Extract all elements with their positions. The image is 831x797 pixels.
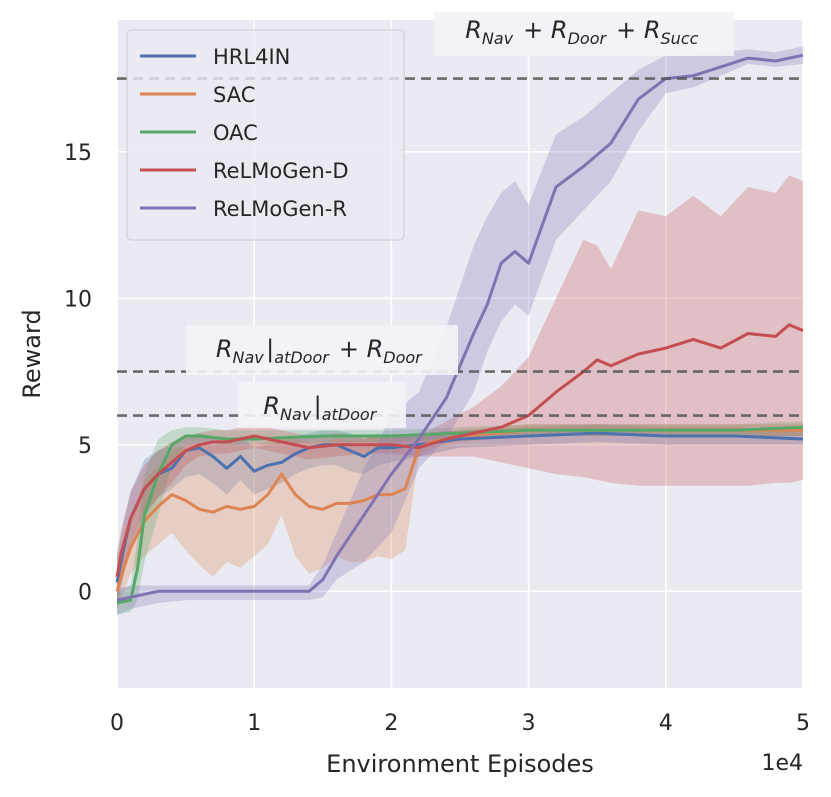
band-relmogen-d — [117, 175, 803, 601]
reference-annotations: RNav + RDoor + RSucc RNav |atDoor + RDoo… — [186, 12, 734, 428]
line-relmogen-d — [115, 323, 804, 577]
y-axis-label: Reward — [18, 309, 46, 398]
band-sac — [117, 424, 803, 609]
tick-labels: 0 1 2 3 4 5 0 5 10 15 — [64, 141, 810, 736]
annotation-atdoor: RNav |atDoor — [263, 392, 378, 424]
annotation-box-succ — [434, 12, 734, 56]
line-relmogen-r — [116, 53, 804, 602]
y-tick-label: 5 — [78, 434, 92, 459]
x-tick-label: 1 — [247, 711, 261, 736]
confidence-bands — [117, 46, 803, 615]
legend-label-relmogen-d: ReLMoGen-D — [213, 159, 349, 183]
legend-label-oac: OAC — [213, 121, 258, 145]
line-hrl4in — [115, 431, 804, 583]
x-axis-label: Environment Episodes — [326, 750, 594, 778]
band-hrl4in — [117, 424, 803, 609]
annotation-succ: RNav + RDoor + RSucc — [465, 16, 701, 48]
annotation-door: RNav |atDoor + RDoor — [216, 335, 424, 367]
x-tick-label: 3 — [522, 711, 536, 736]
band-oac — [117, 421, 803, 615]
y-tick-label: 10 — [64, 287, 92, 312]
x-tick-label: 5 — [796, 711, 810, 736]
legend-label-sac: SAC — [213, 83, 255, 107]
y-tick-label: 15 — [64, 141, 92, 166]
legend-label-hrl4in: HRL4IN — [213, 45, 290, 69]
y-tick-label: 0 — [78, 580, 92, 605]
band-relmogen-r — [117, 46, 803, 615]
legend: HRL4IN SAC OAC ReLMoGen-D ReLMoGen-R — [126, 29, 405, 241]
x-tick-label: 4 — [659, 711, 673, 736]
x-tick-label: 0 — [110, 711, 124, 736]
annotation-box-atdoor — [238, 382, 406, 428]
x-tick-label: 2 — [384, 711, 398, 736]
series-lines — [115, 53, 804, 605]
x-offset-label: 1e4 — [761, 751, 803, 776]
legend-label-relmogen-r: ReLMoGen-R — [213, 197, 347, 221]
legend-box — [126, 29, 405, 241]
annotation-box-door — [186, 325, 458, 375]
